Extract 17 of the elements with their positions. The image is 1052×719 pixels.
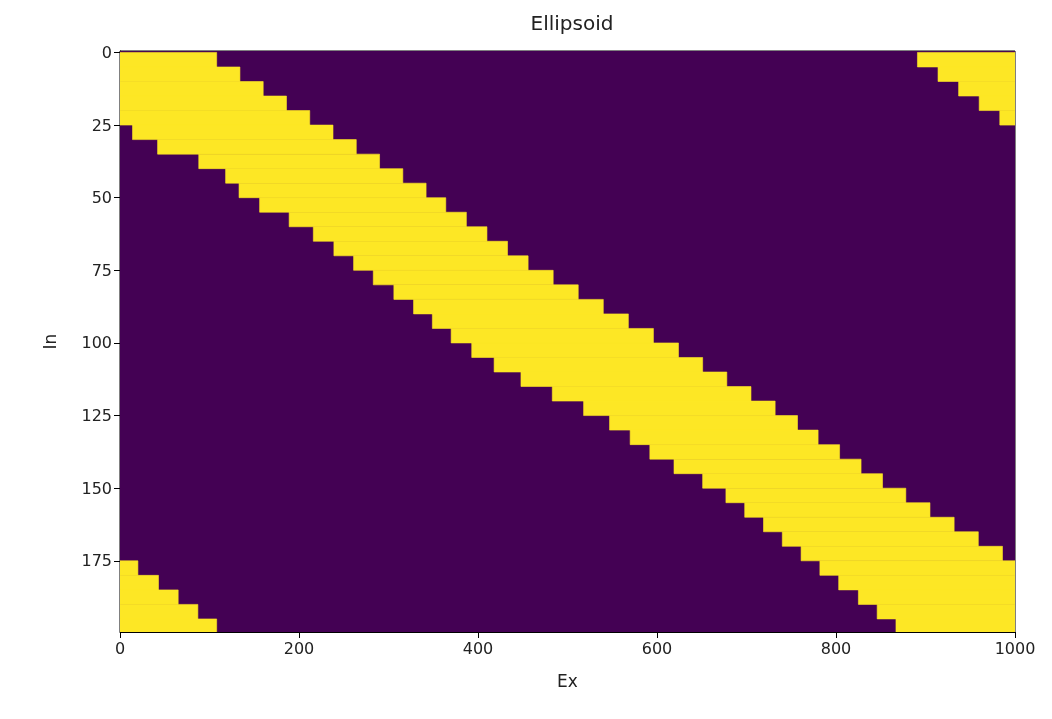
y-tick-label: 0 (101, 42, 112, 62)
y-axis-title: In (39, 333, 60, 350)
y-tick-label: 150 (81, 478, 112, 498)
x-axis-title: Ex (557, 670, 578, 691)
x-tick-label: 400 (462, 638, 494, 658)
chart-title: Ellipsoid (530, 11, 614, 35)
x-tick-label: 600 (641, 638, 673, 658)
x-tick-label: 0 (114, 638, 126, 658)
y-tick-label: 75 (91, 260, 112, 280)
y-tick-label: 50 (91, 188, 112, 208)
x-tick-label: 1000 (994, 638, 1036, 658)
x-tick-label: 200 (283, 638, 315, 658)
x-tick-label: 800 (820, 638, 852, 658)
y-tick-label: 125 (81, 406, 112, 426)
y-tick-label: 175 (81, 551, 112, 571)
y-tick-label: 100 (81, 333, 112, 353)
y-tick-label: 25 (91, 115, 112, 135)
